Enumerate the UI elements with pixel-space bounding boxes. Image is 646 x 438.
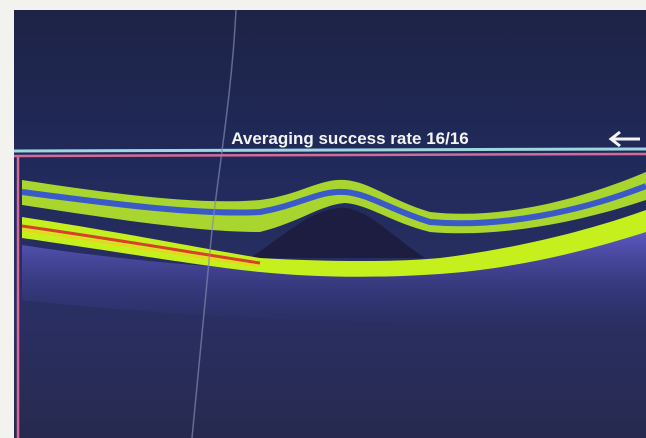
- retina-inner-layer: [21, 183, 646, 227]
- caption: Averaging success rate 16/16: [231, 129, 469, 148]
- rpe-red-line: [21, 224, 261, 265]
- arrow-icon: [608, 130, 640, 148]
- pink-border: [13, 152, 646, 158]
- retina-upper-band: [22, 172, 646, 234]
- detachment-dome: [250, 207, 425, 258]
- rpe-band: [22, 210, 646, 277]
- paper-crease: [191, 9, 237, 438]
- choroid: [22, 230, 646, 330]
- rpe-yellow-line: [21, 229, 261, 267]
- cyan-border: [13, 147, 646, 153]
